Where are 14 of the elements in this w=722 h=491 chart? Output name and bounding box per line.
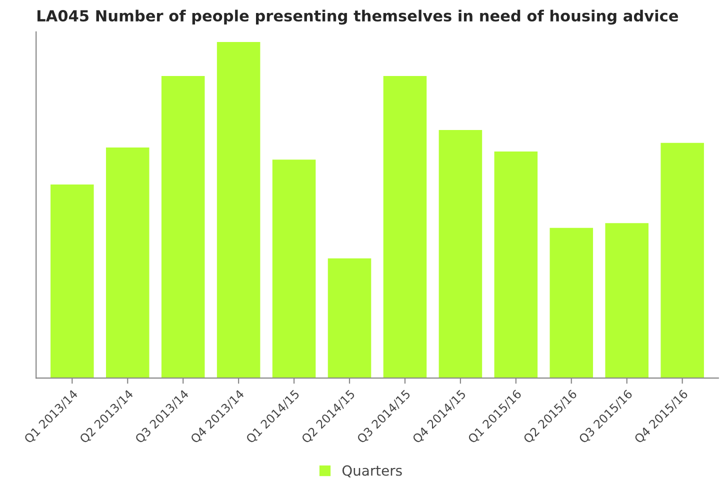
bar [550, 228, 594, 378]
bar [272, 160, 316, 378]
chart-title: LA045 Number of people presenting themselves in need of housing advice [38, 10, 678, 25]
bar [216, 42, 260, 378]
bar [383, 76, 427, 378]
bar [161, 76, 205, 378]
legend-label: Quarters [342, 465, 402, 478]
bar [660, 142, 704, 378]
bar [605, 223, 648, 378]
bar [494, 152, 538, 378]
bar [328, 258, 372, 378]
bar [106, 148, 150, 378]
bar [50, 184, 94, 378]
bar [438, 130, 482, 378]
